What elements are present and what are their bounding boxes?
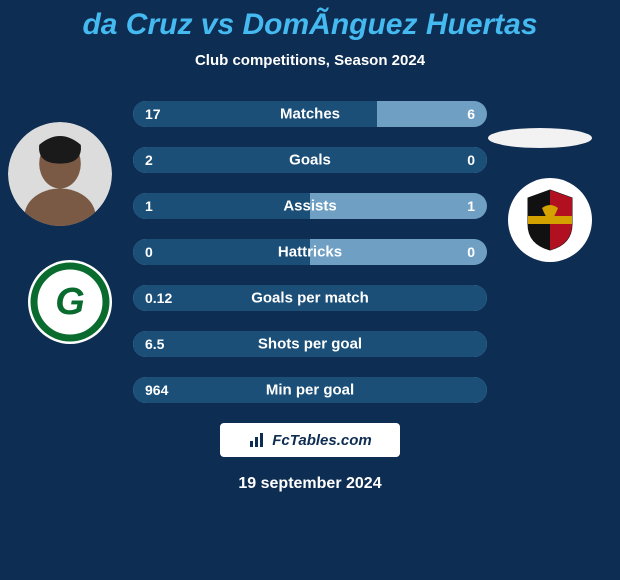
stat-row: 0.12 Goals per match (133, 285, 487, 311)
stat-row: 1 1 Assists (133, 193, 487, 219)
stat-left-value: 1 (145, 198, 153, 214)
stat-left-value: 0.12 (145, 290, 172, 306)
comparison-card: da Cruz vs DomÃ­nguez Huertas Club compe… (0, 0, 620, 580)
page-title: da Cruz vs DomÃ­nguez Huertas (0, 0, 620, 42)
stat-row: 0 0 Hattricks (133, 239, 487, 265)
stat-row: 2 0 Goals (133, 147, 487, 173)
stat-right-value: 0 (467, 244, 475, 260)
stat-row: 17 6 Matches (133, 101, 487, 127)
stat-row: 6.5 Shots per goal (133, 331, 487, 357)
stat-right-value: 6 (467, 106, 475, 122)
stat-left-value: 17 (145, 106, 161, 122)
stat-label: Goals (289, 152, 331, 169)
stat-row: 964 Min per goal (133, 377, 487, 403)
stat-label: Hattricks (278, 244, 342, 261)
source-logo: FcTables.com (220, 423, 400, 457)
stat-left-value: 964 (145, 382, 168, 398)
stat-label: Goals per match (251, 290, 369, 307)
stat-label: Matches (280, 106, 340, 123)
footer-date: 19 september 2024 (0, 475, 620, 493)
stat-right-value: 1 (467, 198, 475, 214)
stat-left-value: 0 (145, 244, 153, 260)
stat-row-fill (133, 101, 377, 127)
stat-label: Shots per goal (258, 336, 362, 353)
source-logo-text: FcTables.com (272, 432, 371, 449)
stat-left-value: 6.5 (145, 336, 164, 352)
stat-right-value: 0 (467, 152, 475, 168)
stat-left-value: 2 (145, 152, 153, 168)
stat-label: Assists (283, 198, 336, 215)
chart-icon (248, 431, 266, 449)
subtitle: Club competitions, Season 2024 (0, 52, 620, 69)
comparison-bars: 17 6 Matches 2 0 Goals 1 1 Assists 0 0 Hattricks 0.1… (0, 101, 620, 403)
stat-label: Min per goal (266, 382, 354, 399)
